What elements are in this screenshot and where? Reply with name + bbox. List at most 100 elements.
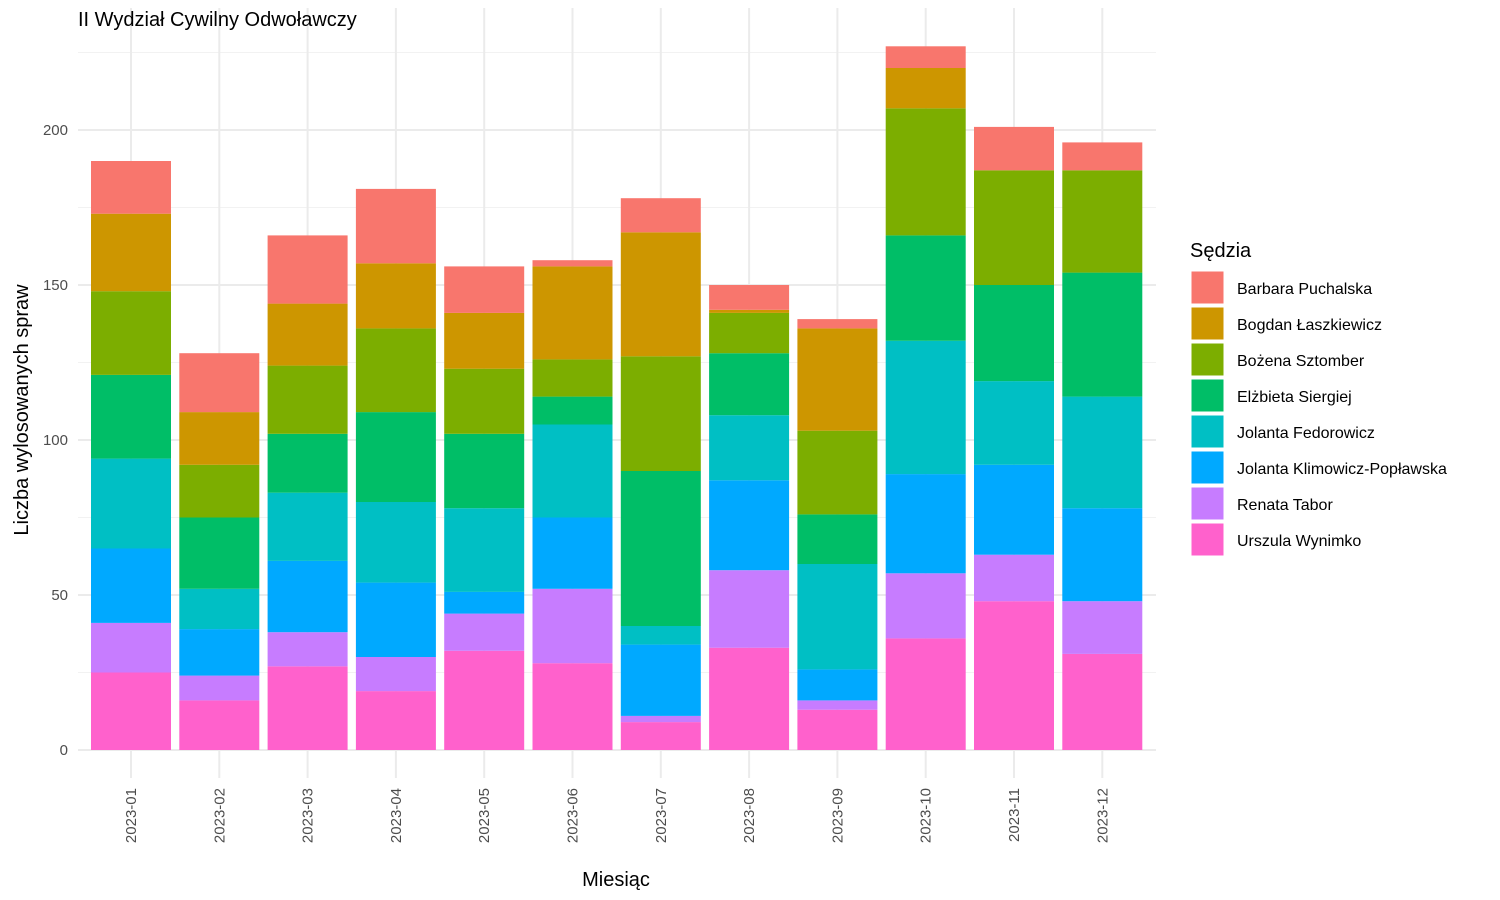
legend-label: Urszula Wynimko [1237, 533, 1361, 550]
bar-segment [532, 359, 613, 397]
x-tick-label: 2023-03 [300, 788, 317, 843]
bar-segment [709, 480, 790, 571]
legend: Sędzia Barbara Puchalska Bogdan Łaszkiewi… [1190, 240, 1447, 557]
y-tick-label: 100 [43, 432, 68, 449]
bar-segment [91, 622, 171, 673]
bar-segment [974, 126, 1054, 171]
bar-segment [885, 474, 966, 574]
x-tick-label: 2023-11 [1006, 788, 1023, 842]
bar-segment [355, 691, 436, 750]
bar-segment [532, 396, 613, 425]
bar-segment [91, 458, 171, 549]
bar-segment [974, 601, 1054, 750]
x-tick-label: 2023-10 [918, 788, 935, 843]
x-tick-label: 2023-01 [123, 788, 140, 843]
legend-label: Jolanta Klimowicz-Popławska [1237, 461, 1447, 478]
bar-segment [797, 328, 878, 431]
bar-segment [91, 291, 171, 375]
bar-segment [1062, 653, 1143, 750]
bar-segment [620, 356, 701, 471]
bar-segment [179, 629, 260, 676]
bar-segment [885, 340, 966, 475]
legend-label: Bożena Sztomber [1237, 353, 1365, 370]
bar-segment [885, 68, 966, 109]
x-axis-title: Miesiąc [582, 869, 650, 891]
chart-title: II Wydział Cywilny Odwoławczy [78, 9, 357, 31]
bar-segment [620, 232, 701, 357]
x-tick-label: 2023-07 [653, 788, 670, 843]
bar-segment [267, 303, 348, 366]
bar-segment [885, 46, 966, 68]
bar-segment [620, 198, 701, 233]
bar-segment [709, 570, 790, 648]
bar-segment [179, 412, 260, 465]
legend-key [1190, 450, 1225, 485]
bar-segment [1062, 601, 1143, 654]
y-tick-label: 200 [43, 122, 68, 139]
bar-segment [267, 433, 348, 493]
legend-key [1190, 414, 1225, 449]
bar-segment [709, 353, 790, 416]
x-tick-label: 2023-08 [741, 788, 758, 843]
bar-segment [797, 709, 878, 750]
bar-segment [267, 492, 348, 561]
y-tick-label: 0 [60, 742, 68, 759]
bar-segment [709, 309, 790, 313]
bar-segment [532, 588, 613, 664]
bar-segment [974, 285, 1054, 382]
legend-key [1190, 306, 1225, 341]
bar-segment [885, 108, 966, 236]
bar-segment [267, 666, 348, 750]
x-tick-label: 2023-05 [476, 788, 493, 843]
bar-segment [444, 508, 525, 592]
bar-segment [974, 170, 1054, 285]
bar-segment [797, 430, 878, 515]
bar-segment [444, 433, 525, 509]
bar-segment [444, 266, 525, 313]
bar-segment [885, 573, 966, 639]
legend-title: Sędzia [1190, 240, 1252, 262]
bar-segment [91, 161, 171, 214]
bar-segment [1062, 272, 1143, 397]
legend-key [1190, 486, 1225, 521]
bar-segment [179, 700, 260, 750]
bar-segment [797, 514, 878, 564]
bar-segment [179, 517, 260, 589]
bar-segment [797, 564, 878, 670]
bar-segment [91, 213, 171, 292]
bar-segment [267, 235, 348, 304]
legend-label: Elżbieta Siergiej [1237, 389, 1352, 406]
x-axis-ticks: 2023-01 2023-02 2023-03 2023-04 2023-05 2023-… [123, 788, 1111, 843]
bar-segment [620, 626, 701, 645]
bar-segment [709, 312, 790, 354]
legend-key [1190, 270, 1225, 305]
bar-segment [355, 188, 436, 264]
bar-segment [532, 424, 613, 518]
bar-segment [444, 613, 525, 651]
legend-label: Jolanta Fedorowicz [1237, 425, 1375, 442]
bar-segment [444, 368, 525, 434]
legend-key [1190, 522, 1225, 557]
y-axis-title: Liczba wylosowanych spraw [11, 284, 33, 536]
bar-segment [709, 647, 790, 750]
bar-segment [267, 632, 348, 667]
bar-segment [532, 663, 613, 750]
bar-segment [709, 285, 790, 310]
bar-segment [91, 672, 171, 750]
x-tick-label: 2023-02 [211, 788, 228, 843]
legend-label: Barbara Puchalska [1237, 281, 1372, 298]
bar-segment [1062, 508, 1143, 602]
bar-segment [355, 412, 436, 502]
bar-segment [91, 374, 171, 459]
bar-segment [355, 582, 436, 657]
bar-segment [532, 266, 613, 360]
bar-segment [179, 353, 260, 413]
legend-label: Renata Tabor [1237, 497, 1333, 514]
bar-segment [179, 588, 260, 630]
legend-key [1190, 378, 1225, 413]
x-tick-label: 2023-12 [1094, 788, 1111, 843]
bar-segment [620, 722, 701, 750]
legend-key [1190, 342, 1225, 377]
bar-segment [267, 560, 348, 633]
bar-segment [709, 415, 790, 481]
